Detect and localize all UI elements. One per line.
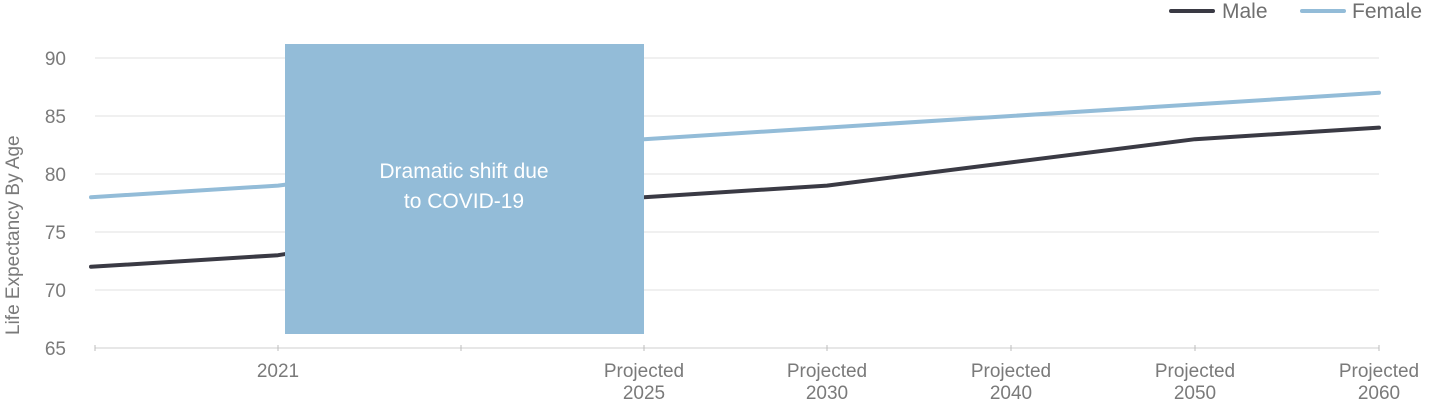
x-axis: 2021 Projected 2025 Projected 2030 Projected 2… — [94, 345, 1419, 400]
covid-annotation-box — [285, 44, 644, 334]
y-axis-label: Life Expectancy By Age — [3, 135, 24, 335]
x-tick-label: Projected 2040 — [971, 361, 1051, 400]
x-tick-label: Projected 2050 — [1155, 361, 1235, 400]
series-lines — [89, 90, 1381, 269]
covid-annotation-line2: to COVID-19 — [404, 190, 524, 213]
y-tick-label: 65 — [45, 339, 66, 360]
y-tick-label: 75 — [45, 223, 66, 244]
covid-annotation: Dramatic shift due to COVID-19 — [285, 44, 644, 334]
x-tick-label: Projected 2060 — [1339, 361, 1419, 400]
legend: Male Female — [1169, 0, 1422, 23]
x-tick-label: 2021 — [257, 361, 299, 382]
y-tick-label: 85 — [45, 107, 66, 128]
legend-female-label: Female — [1352, 0, 1422, 23]
covid-annotation-line1: Dramatic shift due — [379, 160, 548, 183]
y-tick-label: 90 — [45, 49, 66, 70]
legend-male-label: Male — [1222, 0, 1268, 23]
series-line-female — [89, 90, 1381, 200]
series-line-male — [89, 125, 1381, 269]
x-tick-label: Projected 2025 — [604, 361, 684, 400]
y-tick-label: 80 — [45, 165, 66, 186]
x-tick-label: Projected 2030 — [787, 361, 867, 400]
y-tick-label: 70 — [45, 281, 66, 302]
y-axis-ticks: 65 70 75 80 85 90 — [45, 49, 66, 360]
